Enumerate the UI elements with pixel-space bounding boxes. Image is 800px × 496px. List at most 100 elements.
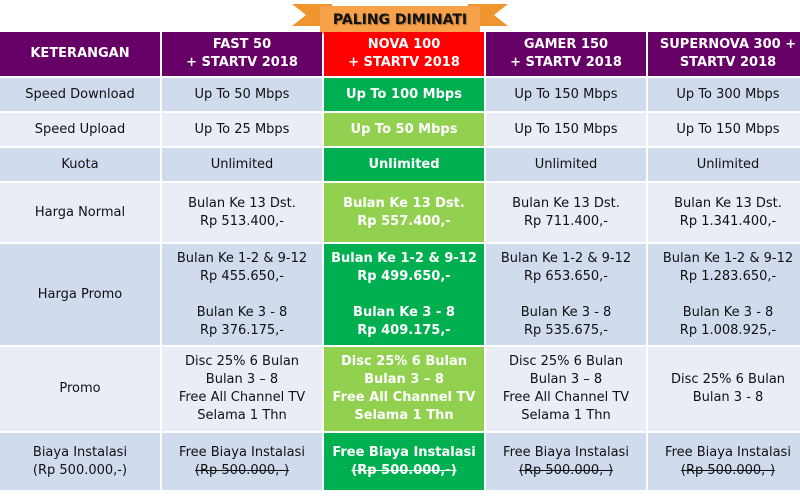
row-label: Speed Upload (0, 113, 160, 146)
table-cell: Free Biaya Instalasi (Rp 500.000,-) (324, 433, 484, 490)
cell-line: Bulan Ke 1-2 & 9-12 (500, 250, 632, 266)
table-row: Speed Download Up To 50 Mbps Up To 100 Mbp… (0, 78, 800, 111)
cell-line: (Rp 500.000,-) (518, 462, 614, 478)
table-cell: Bulan Ke 13 Dst. Rp 557.400,- (324, 183, 484, 242)
cell-line: Rp 653.650,- (524, 268, 608, 284)
header-line: GAMER 150 (523, 37, 609, 52)
table-row: Promo Disc 25% 6 Bulan Bulan 3 – 8 Free All… (0, 347, 800, 431)
row-label: Harga Promo (0, 244, 160, 345)
badge-label: PALING DIMINATI (320, 6, 480, 34)
cell-line: Rp 557.400,- (357, 213, 451, 229)
cell-line: Bulan Ke 13 Dst. (343, 195, 465, 211)
table-cell: Bulan Ke 1-2 & 9-12 Rp 455.650,- Bulan Ke … (162, 244, 322, 345)
cell-line: Rp 1.283.650,- (679, 268, 777, 284)
cell-line: Rp 409.175,- (357, 322, 451, 338)
cell-line: Disc 25% 6 Bulan (340, 354, 468, 369)
cell-line: Disc 25% 6 Bulan (670, 372, 786, 387)
cell-line: Bulan 3 – 8 (529, 372, 603, 387)
header-row: KETERANGAN FAST 50 + STARTV 2018 NOVA 100 + … (0, 32, 800, 76)
cell-line: Rp 1.341.400,- (679, 213, 777, 229)
cell-line: Biaya Instalasi (32, 444, 128, 460)
cell-line: Up To 50 Mbps (350, 121, 458, 137)
cell-line: Disc 25% 6 Bulan (184, 354, 300, 369)
cell-line: Bulan Ke 1-2 & 9-12 (662, 250, 794, 266)
cell-line: Free All Channel TV (178, 390, 306, 405)
table-row: Speed Upload Up To 25 Mbps Up To 50 Mbps Up… (0, 113, 800, 146)
header-line: + STARTV 2018 (186, 55, 298, 70)
header-line: + STARTV 2018 (510, 55, 622, 70)
cell-line: Unlimited (368, 156, 440, 172)
table-cell: Bulan Ke 13 Dst. Rp 513.400,- (162, 183, 322, 242)
cell-line (486, 286, 646, 304)
table-cell: Unlimited (324, 148, 484, 181)
table-cell: Disc 25% 6 Bulan Bulan 3 – 8 Free All Chan… (162, 347, 322, 431)
cell-line: Unlimited (534, 156, 598, 172)
cell-line: Free Biaya Instalasi (503, 444, 629, 460)
cell-line: Bulan Ke 3 - 8 (682, 304, 774, 320)
table-cell: Up To 100 Mbps (324, 78, 484, 111)
cell-line: Selama 1 Thn (354, 408, 454, 423)
cell-line: Speed Upload (34, 121, 126, 137)
cell-line: Rp 455.650,- (200, 268, 284, 284)
cell-line: Free All Channel TV (332, 390, 476, 405)
header-plan: GAMER 150 + STARTV 2018 (486, 32, 646, 76)
header-plan: FAST 50 + STARTV 2018 (162, 32, 322, 76)
table-cell: Unlimited (648, 148, 800, 181)
table-cell: Disc 25% 6 Bulan Bulan 3 - 8 (648, 347, 800, 431)
cell-line: (Rp 500.000,-) (680, 462, 776, 478)
cell-line: Disc 25% 6 Bulan (508, 354, 624, 369)
table-cell: Bulan Ke 1-2 & 9-12 Rp 653.650,- Bulan Ke … (486, 244, 646, 345)
header-line: SUPERNOVA 300 + (659, 37, 797, 52)
cell-line: Up To 150 Mbps (676, 121, 780, 137)
cell-line: Selama 1 Thn (197, 408, 287, 423)
pricing-table: KETERANGAN FAST 50 + STARTV 2018 NOVA 100 + … (0, 30, 800, 492)
table-cell: Up To 150 Mbps (648, 113, 800, 146)
table-cell: Free Biaya Instalasi (Rp 500.000,-) (162, 433, 322, 490)
cell-line: Bulan Ke 3 - 8 (520, 304, 612, 320)
cell-line: Kuota (61, 156, 99, 172)
cell-line: Promo (59, 381, 101, 396)
header-plan: NOVA 100 + STARTV 2018 (324, 32, 484, 76)
cell-line: Bulan Ke 1-2 & 9-12 (331, 250, 477, 266)
header-line: KETERANGAN (30, 46, 130, 61)
cell-line: Bulan 3 – 8 (364, 372, 444, 387)
table-cell: Up To 150 Mbps (486, 78, 646, 111)
cell-line: Bulan 3 - 8 (692, 390, 764, 405)
table-cell: Up To 150 Mbps (486, 113, 646, 146)
cell-line: (Rp 500.000,-) (194, 462, 290, 478)
cell-line: Up To 50 Mbps (194, 86, 290, 102)
header-line: FAST 50 (212, 37, 272, 52)
header-line: + STARTV 2018 (348, 55, 460, 70)
row-label: Promo (0, 347, 160, 431)
cell-line: Up To 150 Mbps (514, 121, 618, 137)
cell-line: Bulan Ke 1-2 & 9-12 (176, 250, 308, 266)
cell-line: Selama 1 Thn (521, 408, 611, 423)
table-cell: Bulan Ke 1-2 & 9-12 Rp 499.650,- Bulan Ke … (324, 244, 484, 345)
cell-line: Up To 300 Mbps (676, 86, 780, 102)
header-keterangan: KETERANGAN (0, 32, 160, 76)
row-label: Kuota (0, 148, 160, 181)
cell-line: Free Biaya Instalasi (332, 444, 476, 460)
row-label: Harga Normal (0, 183, 160, 242)
cell-line (324, 286, 484, 304)
cell-line: Up To 25 Mbps (194, 121, 290, 137)
cell-line: Rp 499.650,- (357, 268, 451, 284)
table-cell: Up To 50 Mbps (162, 78, 322, 111)
cell-line: Bulan Ke 3 - 8 (196, 304, 288, 320)
cell-line: Rp 535.675,- (524, 322, 608, 338)
table-cell: Up To 300 Mbps (648, 78, 800, 111)
cell-line: Rp 1.008.925,- (679, 322, 777, 338)
cell-line: Bulan Ke 13 Dst. (512, 195, 620, 211)
cell-line: Unlimited (210, 156, 274, 172)
header-line: NOVA 100 (367, 37, 441, 52)
table-row: Biaya Instalasi (Rp 500.000,-) Free Biaya … (0, 433, 800, 490)
cell-line: Bulan Ke 3 - 8 (353, 304, 455, 320)
row-label: Speed Download (0, 78, 160, 111)
header-line: STARTV 2018 (679, 55, 777, 70)
cell-line: Harga Promo (37, 286, 123, 302)
table-cell: Disc 25% 6 Bulan Bulan 3 – 8 Free All Chan… (324, 347, 484, 431)
table-cell: Free Biaya Instalasi (Rp 500.000,-) (648, 433, 800, 490)
cell-line: Rp 513.400,- (200, 213, 284, 229)
cell-line: Rp 376.175,- (200, 322, 284, 338)
cell-line: Free All Channel TV (502, 390, 630, 405)
